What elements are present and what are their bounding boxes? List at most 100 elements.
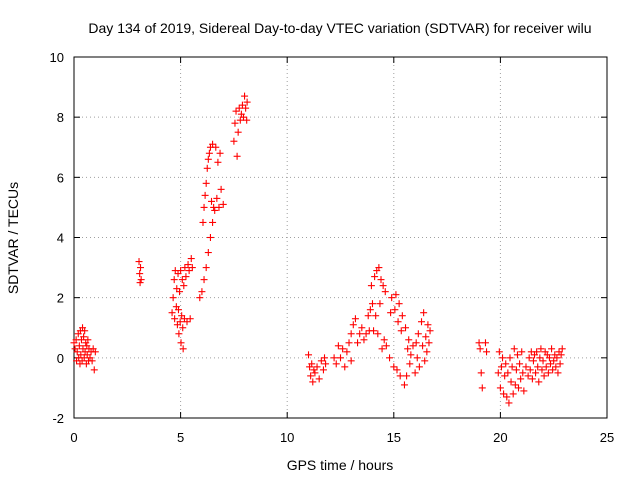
data-point bbox=[214, 158, 222, 166]
data-point bbox=[513, 351, 521, 359]
data-point bbox=[519, 369, 527, 377]
data-point bbox=[539, 357, 547, 365]
data-point bbox=[418, 318, 426, 326]
data-point bbox=[208, 197, 216, 205]
data-point bbox=[209, 140, 217, 148]
data-point bbox=[511, 381, 519, 389]
data-point bbox=[243, 98, 251, 106]
data-point bbox=[358, 324, 366, 332]
data-point bbox=[319, 366, 327, 374]
data-point bbox=[238, 101, 246, 109]
data-point bbox=[381, 288, 389, 296]
data-point bbox=[241, 92, 249, 100]
data-point bbox=[209, 218, 217, 226]
data-point bbox=[206, 234, 214, 241]
data-point bbox=[204, 155, 212, 163]
chart-title: Day 134 of 2019, Sidereal Day-to-day VTE… bbox=[88, 20, 591, 36]
data-point bbox=[402, 324, 410, 332]
data-point bbox=[512, 366, 520, 374]
x-axis-label: GPS time / hours bbox=[287, 457, 394, 473]
data-point bbox=[403, 372, 411, 380]
data-point bbox=[356, 330, 364, 338]
data-point bbox=[182, 273, 190, 281]
data-point bbox=[219, 200, 227, 208]
data-point bbox=[415, 363, 423, 371]
data-point bbox=[393, 366, 401, 374]
data-point bbox=[414, 330, 422, 338]
data-point bbox=[136, 279, 144, 287]
data-point bbox=[392, 291, 400, 299]
y-tick-label: 10 bbox=[50, 50, 64, 65]
data-point bbox=[370, 327, 378, 335]
data-point bbox=[186, 315, 194, 323]
data-point bbox=[360, 336, 368, 344]
data-point bbox=[556, 360, 564, 368]
data-point bbox=[524, 372, 532, 380]
data-point bbox=[317, 357, 325, 365]
y-tick-label: -2 bbox=[52, 411, 64, 426]
data-point bbox=[386, 354, 394, 362]
data-point bbox=[185, 267, 193, 275]
data-point bbox=[516, 360, 524, 368]
data-point bbox=[337, 354, 344, 362]
data-point bbox=[496, 384, 504, 392]
data-point bbox=[475, 339, 483, 347]
data-point bbox=[137, 264, 145, 272]
data-point bbox=[494, 369, 502, 377]
data-point bbox=[372, 312, 380, 320]
data-point bbox=[90, 366, 98, 374]
data-point bbox=[242, 104, 250, 112]
data-point bbox=[170, 276, 178, 284]
data-point bbox=[549, 366, 557, 374]
data-point bbox=[179, 324, 187, 332]
data-point bbox=[510, 345, 518, 353]
data-point bbox=[517, 375, 525, 383]
data-point bbox=[537, 345, 545, 353]
data-point bbox=[341, 363, 349, 371]
data-point bbox=[188, 264, 196, 272]
data-point bbox=[205, 149, 213, 157]
data-point bbox=[413, 354, 421, 362]
data-point bbox=[477, 369, 485, 377]
data-point bbox=[390, 363, 398, 371]
x-tick-label: 0 bbox=[70, 430, 77, 445]
data-point bbox=[400, 381, 408, 389]
data-point bbox=[419, 342, 427, 350]
data-point bbox=[345, 339, 353, 347]
data-point bbox=[169, 294, 177, 302]
data-point bbox=[547, 360, 555, 368]
data-point bbox=[520, 387, 528, 395]
data-point bbox=[387, 309, 395, 317]
data-point bbox=[501, 372, 509, 380]
data-point bbox=[176, 288, 184, 296]
data-point bbox=[215, 203, 223, 211]
data-point bbox=[558, 345, 566, 353]
data-points bbox=[70, 92, 566, 407]
data-point bbox=[478, 384, 486, 392]
data-point bbox=[528, 375, 536, 383]
data-point bbox=[406, 360, 414, 368]
data-point bbox=[211, 206, 219, 214]
data-point bbox=[542, 363, 550, 371]
data-point bbox=[233, 152, 241, 160]
data-point bbox=[212, 143, 220, 151]
data-point bbox=[80, 333, 88, 341]
y-tick-label: 2 bbox=[57, 291, 64, 306]
data-point bbox=[544, 369, 552, 377]
data-point bbox=[183, 318, 191, 326]
data-point bbox=[217, 185, 225, 193]
data-point bbox=[239, 113, 247, 121]
plot-frame bbox=[73, 56, 608, 419]
data-point bbox=[347, 357, 355, 365]
data-point bbox=[200, 276, 208, 284]
data-point bbox=[175, 330, 183, 338]
data-point bbox=[378, 345, 386, 353]
data-point bbox=[371, 273, 379, 281]
data-point bbox=[529, 357, 537, 365]
data-point bbox=[534, 363, 542, 371]
data-point bbox=[230, 137, 238, 145]
data-point bbox=[538, 366, 546, 374]
data-point bbox=[364, 312, 372, 320]
data-point bbox=[196, 294, 204, 302]
data-point bbox=[535, 378, 543, 386]
